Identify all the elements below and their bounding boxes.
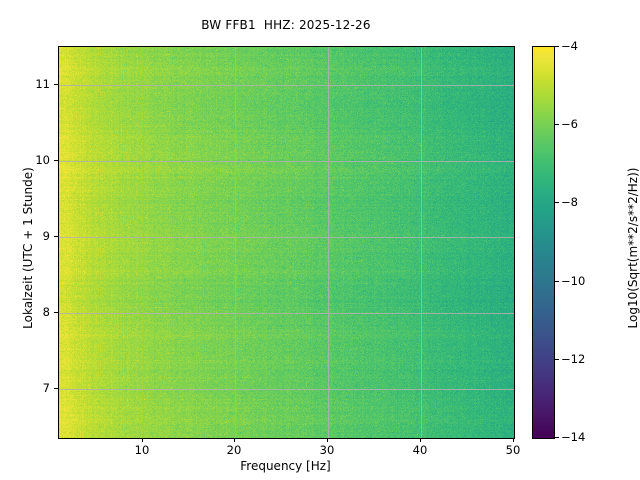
- x-axis-tick: [420, 438, 421, 442]
- y-axis-tick-label: 7: [42, 381, 50, 395]
- spectrogram-image: [59, 47, 514, 438]
- x-axis-label: Frequency [Hz]: [240, 459, 331, 473]
- x-axis-tick-label: 20: [226, 443, 242, 457]
- colorbar-gradient: [533, 47, 554, 438]
- colorbar-tick: [555, 437, 559, 438]
- gridline-vertical: [421, 47, 422, 438]
- x-axis-tick-label: 40: [412, 443, 428, 457]
- y-axis-tick-label: 9: [42, 229, 50, 243]
- x-axis-tick: [513, 438, 514, 442]
- x-axis-tick-label: 30: [319, 443, 335, 457]
- figure-title: BW FFB1 HHZ: 2025-12-26: [201, 18, 371, 32]
- y-axis-tick: [54, 312, 58, 313]
- colorbar-tick-label: −6: [561, 117, 578, 131]
- colorbar-tick-label: −4: [561, 39, 578, 53]
- gridline-horizontal: [59, 85, 514, 86]
- colorbar-tick-label: −12: [561, 352, 586, 366]
- x-axis-tick: [327, 438, 328, 442]
- y-axis-label: Lokalzeit (UTC + 1 Stunde): [21, 167, 35, 329]
- x-axis-tick-label: 10: [134, 443, 150, 457]
- colorbar-tick-label: −8: [561, 195, 578, 209]
- y-axis-tick: [54, 84, 58, 85]
- y-axis-tick-label: 10: [35, 153, 50, 167]
- colorbar-label: Log10(Sqrt(m**2/s**2/Hz)): [626, 167, 640, 329]
- y-axis-tick: [54, 388, 58, 389]
- colorbar-tick: [555, 46, 559, 47]
- gridline-vertical: [235, 47, 236, 438]
- colorbar-tick: [555, 281, 559, 282]
- y-axis-tick-label: 11: [35, 77, 50, 91]
- y-axis-tick: [54, 160, 58, 161]
- x-axis-tick-label: 50: [505, 443, 521, 457]
- gridline-vertical: [328, 47, 329, 438]
- colorbar-tick: [555, 202, 559, 203]
- gridline-horizontal: [59, 237, 514, 238]
- colorbar-tick-label: −10: [561, 274, 586, 288]
- y-axis-tick: [54, 236, 58, 237]
- gridline-vertical: [143, 47, 144, 438]
- gridline-horizontal: [59, 313, 514, 314]
- spectrogram-axes: [58, 46, 515, 439]
- colorbar-tick: [555, 359, 559, 360]
- colorbar: [532, 46, 555, 439]
- gridline-horizontal: [59, 389, 514, 390]
- colorbar-tick: [555, 124, 559, 125]
- y-axis-tick-label: 8: [42, 305, 50, 319]
- x-axis-tick: [142, 438, 143, 442]
- x-axis-tick: [234, 438, 235, 442]
- colorbar-tick-label: −14: [561, 430, 586, 444]
- gridline-horizontal: [59, 161, 514, 162]
